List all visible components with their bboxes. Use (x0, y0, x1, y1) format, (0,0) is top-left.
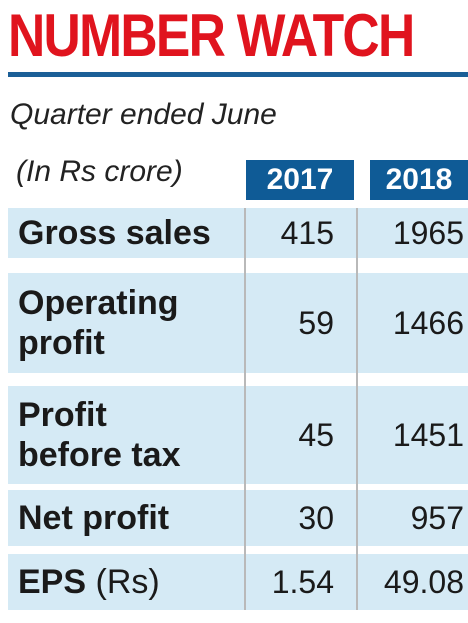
table-row-eps: EPS (Rs) 1.54 49.08 (8, 554, 468, 610)
row-label-line1: Profit (18, 396, 107, 434)
table-row-gross-sales: Gross sales 415 1965 (8, 208, 468, 258)
value-2018: 1965 (392, 214, 464, 251)
table-row-profit-before-tax: Profit before tax 45 1451 (8, 386, 468, 484)
row-label: Net profit (18, 490, 248, 546)
unit-note: (In Rs crore) (16, 155, 183, 188)
row-label: Operating profit (18, 273, 248, 373)
column-divider (244, 208, 246, 610)
row-label-line2: profit (18, 324, 105, 362)
value-2017: 415 (280, 214, 334, 251)
value-2018: 49.08 (383, 563, 464, 600)
row-label: EPS (Rs) (18, 554, 248, 610)
table-row-net-profit: Net profit 30 957 (8, 490, 468, 546)
row-label-text: Gross sales (18, 214, 211, 252)
value-2017: 30 (298, 499, 334, 536)
column-header-2018: 2018 (370, 160, 468, 200)
headline: NUMBER WATCH (8, 2, 415, 69)
row-label-line2: before tax (18, 436, 181, 474)
column-divider (356, 208, 358, 610)
row-label-text: EPS (18, 563, 87, 601)
period-label: Quarter ended June (10, 98, 277, 131)
value-2018: 1466 (392, 304, 464, 341)
row-label-unit: (Rs) (95, 563, 160, 601)
row-label-line1: Operating (18, 284, 179, 322)
title-rule (8, 72, 468, 77)
value-2017: 1.54 (271, 563, 334, 600)
table-row-operating-profit: Operating profit 59 1466 (8, 273, 468, 373)
row-label: Profit before tax (18, 386, 248, 484)
row-label: Gross sales (18, 208, 248, 258)
column-header-2017: 2017 (246, 160, 354, 200)
value-2017: 59 (298, 304, 334, 341)
row-label-text: Net profit (18, 499, 170, 537)
value-2017: 45 (298, 416, 334, 453)
value-2018: 1451 (392, 416, 464, 453)
value-2018: 957 (410, 499, 464, 536)
